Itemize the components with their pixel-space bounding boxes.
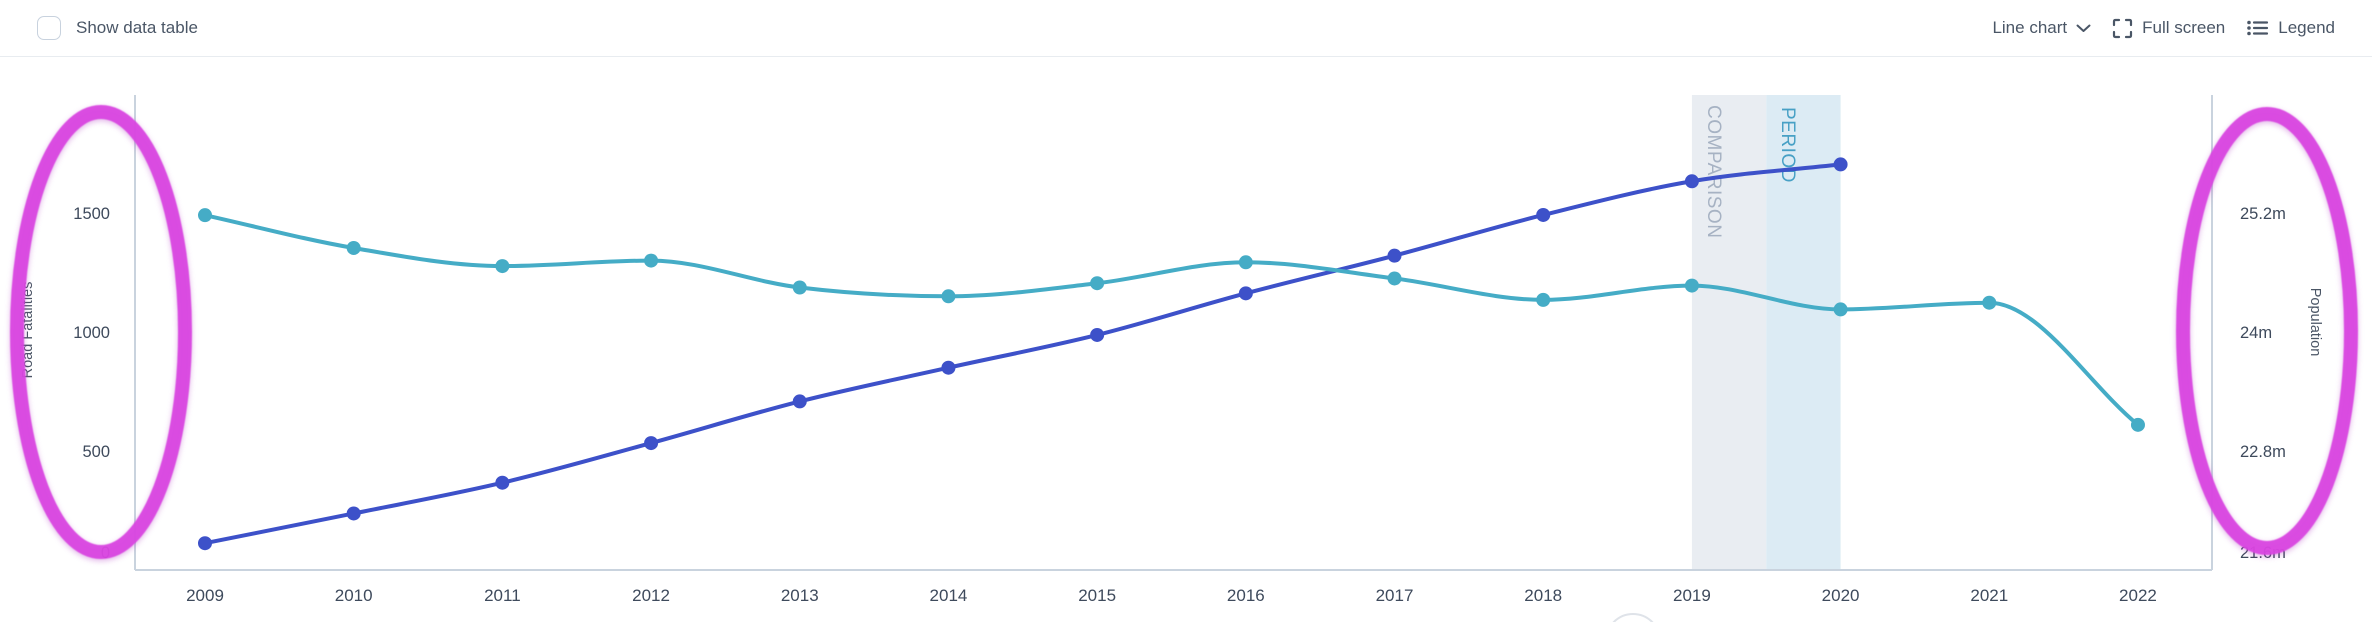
road-fatalities-line [203, 213, 2140, 427]
chart-type-label: Line chart [1992, 18, 2068, 37]
road-fatalities-point[interactable] [1684, 278, 1699, 293]
comparison-band-label: COMPARISON [1703, 105, 1724, 238]
legend-label: Legend [2278, 18, 2335, 37]
population-point[interactable] [1833, 157, 1848, 172]
x-axis-year-label: 2015 [1078, 586, 1116, 605]
axis-highlight-ellipse-right [2176, 107, 2358, 555]
fullscreen-label: Full screen [2142, 18, 2226, 37]
road-fatalities-point[interactable] [1387, 271, 1402, 286]
population-point[interactable] [1090, 327, 1105, 342]
x-axis-year-label: 2018 [1524, 586, 1562, 605]
x-axis-year-label: 2022 [2119, 586, 2157, 605]
x-axis-year-label: 2019 [1673, 586, 1711, 605]
left-axis-tick-label: 1000 [73, 324, 110, 342]
x-axis-year-label: 2017 [1376, 586, 1414, 605]
x-axis-year-label: 2014 [930, 586, 968, 605]
road-fatalities-point[interactable] [346, 240, 361, 255]
road-fatalities-point[interactable] [644, 253, 659, 268]
legend-button[interactable]: Legend [2246, 18, 2335, 38]
population-point[interactable] [1684, 174, 1699, 189]
x-axis-year-label: 2021 [1970, 586, 2008, 605]
right-axis-tick-label: 24m [2240, 324, 2272, 342]
population-point[interactable] [198, 536, 212, 551]
road-fatalities-point[interactable] [1090, 276, 1105, 291]
road-fatalities-point[interactable] [1833, 302, 1848, 317]
population-point[interactable] [1238, 286, 1253, 301]
legend-icon [2246, 18, 2269, 38]
right-axis-tick-label: 22.8m [2240, 443, 2286, 461]
show-data-table-label[interactable]: Show data table [76, 18, 198, 37]
period-band [1766, 95, 1841, 570]
toolbar: Show data table Line chart Full screen [0, 0, 2372, 57]
right-axis-tick-label: 25.2m [2240, 205, 2286, 223]
x-axis-year-label: 2012 [632, 586, 670, 605]
fullscreen-icon [2112, 18, 2133, 39]
road-fatalities-point[interactable] [2130, 417, 2145, 432]
road-fatalities-point[interactable] [1982, 295, 1997, 310]
right-axis-title: Population [2307, 288, 2323, 357]
road-fatalities-point[interactable] [198, 208, 212, 223]
population-point[interactable] [941, 360, 956, 375]
x-axis-year-label: 2013 [781, 586, 819, 605]
x-axis-year-label: 2009 [186, 586, 224, 605]
x-axis-year-label: 2011 [484, 586, 521, 605]
fullscreen-button[interactable]: Full screen [2112, 18, 2225, 39]
road-fatalities-point[interactable] [792, 280, 807, 295]
population-point[interactable] [792, 394, 807, 409]
x-axis-year-label: 2016 [1227, 586, 1265, 605]
left-axis-tick-label: 1500 [73, 205, 110, 223]
population-line [203, 162, 1843, 546]
chevron-down-icon [2076, 24, 2091, 33]
road-fatalities-point[interactable] [941, 289, 956, 304]
population-point[interactable] [1387, 248, 1402, 263]
population-point[interactable] [644, 436, 659, 451]
population-point[interactable] [495, 475, 510, 490]
chart-type-dropdown[interactable]: Line chart [1992, 18, 2091, 38]
road-fatalities-point[interactable] [495, 259, 510, 274]
show-data-table-checkbox[interactable] [37, 16, 61, 40]
bottom-drag-handle[interactable] [1606, 613, 1660, 622]
x-axis-year-label: 2020 [1822, 586, 1860, 605]
left-axis-tick-label: 500 [82, 443, 110, 461]
axis-highlight-ellipse-left [10, 105, 192, 559]
road-fatalities-point[interactable] [1238, 255, 1253, 270]
population-point[interactable] [346, 506, 361, 521]
road-fatalities-point[interactable] [1536, 292, 1551, 307]
period-band-label: PERIOD [1777, 107, 1798, 183]
population-point[interactable] [1536, 207, 1551, 222]
x-axis-year-label: 2010 [335, 586, 373, 605]
